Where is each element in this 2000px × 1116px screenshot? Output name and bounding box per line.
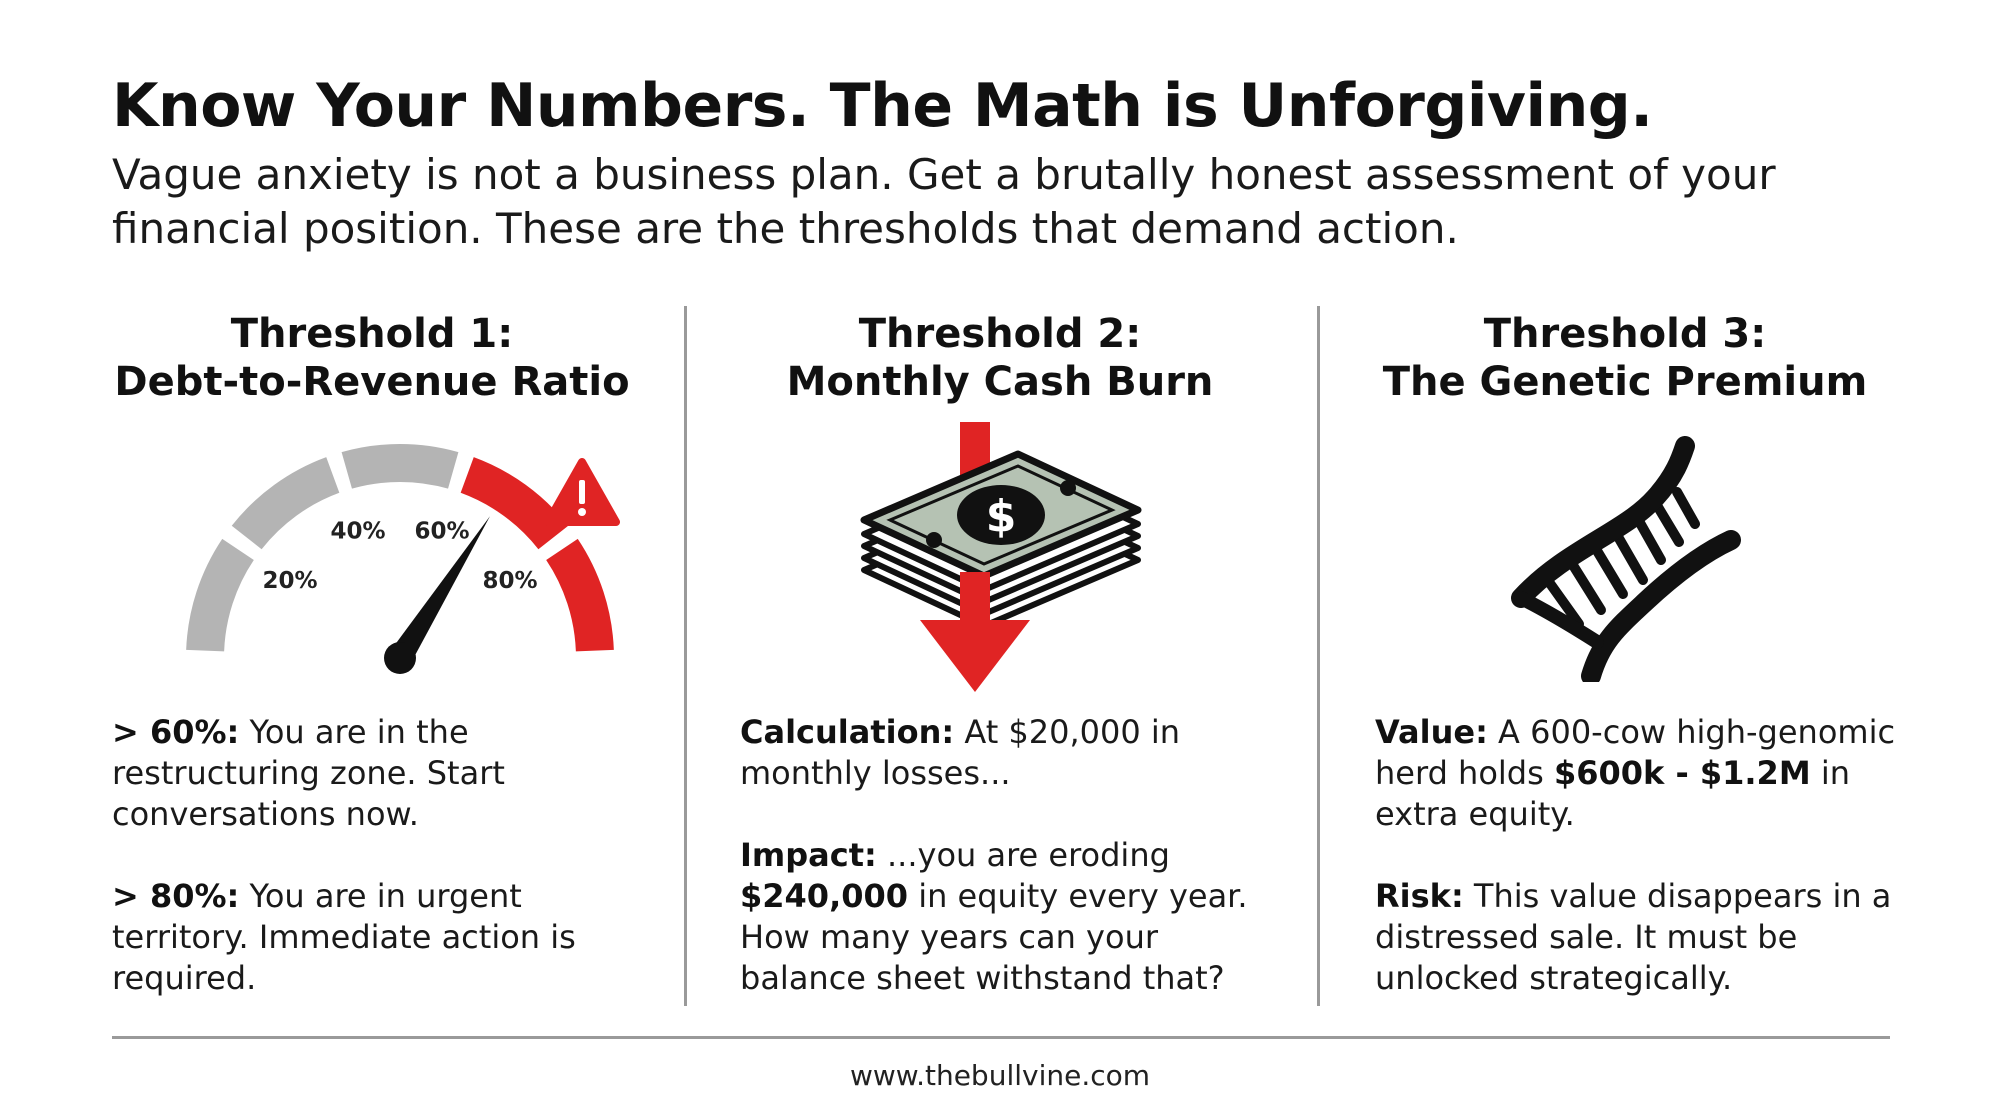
- threshold-title: Debt-to-Revenue Ratio: [114, 359, 630, 405]
- item-text: At $20,000 in monthly losses...: [740, 713, 1181, 792]
- gauge-tick-label: 60%: [414, 519, 469, 545]
- gauge-icon: 0%20%40%60%80%100%: [186, 444, 620, 674]
- gauge-tick-label: 40%: [330, 519, 385, 545]
- threshold-item: > 60%: You are in the restructuring zone…: [112, 712, 632, 835]
- item-text-before: ...you are eroding: [876, 836, 1170, 874]
- item-text-before: A 600-cow high-genomic herd holds: [1375, 713, 1896, 792]
- threshold-heading: Threshold 3: The Genetic Premium: [1365, 310, 1885, 406]
- gauge-needle-hub: [384, 642, 416, 674]
- item-label: Calculation:: [740, 713, 955, 751]
- gauge-segment: [460, 457, 569, 550]
- item-label: > 60%:: [112, 713, 240, 751]
- gauge-labels: 0%20%40%60%80%100%: [262, 519, 537, 594]
- threshold-body: > 60%: You are in the restructuring zone…: [112, 712, 632, 999]
- down-arrow-icon: [920, 572, 1030, 692]
- item-text: This value disappears in a distressed sa…: [1375, 877, 1892, 997]
- threshold-body: Calculation: At $20,000 in monthly losse…: [740, 712, 1260, 999]
- page-title: Know Your Numbers. The Math is Unforgivi…: [112, 71, 1653, 141]
- item-label: Impact:: [740, 836, 877, 874]
- footer-url: www.thebullvine.com: [849, 1059, 1151, 1092]
- gauge-needle: [384, 516, 491, 674]
- item-text: in equity every year. How many years can…: [740, 877, 1248, 997]
- dna-icon: [1511, 436, 1741, 682]
- threshold-title: The Genetic Premium: [1382, 359, 1868, 405]
- item-text: in extra equity.: [1375, 754, 1850, 833]
- threshold-item: Risk: This value disappears in a distres…: [1375, 876, 1900, 999]
- page-subtitle: Vague anxiety is not a business plan. Ge…: [112, 150, 1776, 253]
- threshold-item: Calculation: At $20,000 in monthly losse…: [740, 712, 1260, 794]
- gauge-segments: [186, 444, 614, 652]
- item-text: You are in the restructuring zone. Start…: [112, 713, 505, 833]
- item-text: You are in urgent territory. Immediate a…: [112, 877, 576, 997]
- money-stack-icon: $: [860, 450, 1142, 629]
- threshold-heading: Threshold 2: Monthly Cash Burn: [720, 310, 1280, 406]
- item-label: Value:: [1375, 713, 1488, 751]
- threshold-heading: Threshold 1: Debt-to-Revenue Ratio: [112, 310, 632, 406]
- threshold-number: Threshold 1:: [230, 311, 514, 357]
- gauge-tick-label: 80%: [482, 568, 537, 594]
- item-highlight: $240,000: [740, 877, 909, 915]
- item-label: > 80%:: [112, 877, 240, 915]
- warning-triangle-icon: [544, 458, 620, 526]
- threshold-item: > 80%: You are in urgent territory. Imme…: [112, 876, 632, 999]
- gauge-segment: [231, 457, 340, 550]
- item-label: Risk:: [1375, 877, 1464, 915]
- gauge-segment: [341, 444, 459, 489]
- column-divider: [1317, 306, 1320, 1006]
- item-highlight: $600k - $1.2M: [1553, 754, 1811, 792]
- gauge-segment: [186, 538, 254, 652]
- threshold-number: Threshold 3:: [1483, 311, 1767, 357]
- gauge-needle-pointer: [389, 516, 491, 665]
- svg-text:$: $: [986, 491, 1017, 542]
- column-divider: [684, 306, 687, 1006]
- gauge-tick-label: 20%: [262, 568, 317, 594]
- footer-divider: [112, 1036, 1890, 1039]
- money-down-arrow-icon: $: [860, 422, 1142, 692]
- threshold-title: Monthly Cash Burn: [786, 359, 1214, 405]
- threshold-body: Value: A 600-cow high-genomic herd holds…: [1375, 712, 1900, 999]
- gauge-segment: [546, 538, 614, 652]
- threshold-item: Value: A 600-cow high-genomic herd holds…: [1375, 712, 1900, 835]
- threshold-number: Threshold 2:: [858, 311, 1142, 357]
- threshold-item: Impact: ...you are eroding $240,000 in e…: [740, 835, 1260, 999]
